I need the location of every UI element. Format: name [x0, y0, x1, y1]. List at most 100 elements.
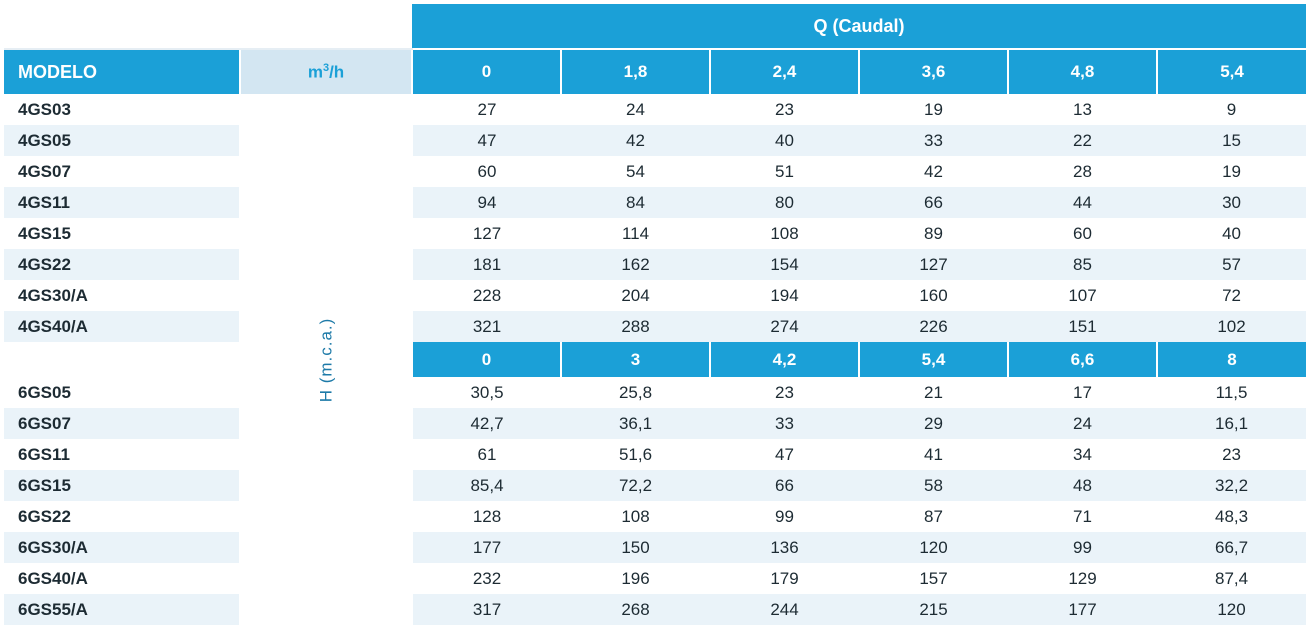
table-row: 6GS15 85,4 72,2 66 58 48 32,2 — [4, 470, 1306, 501]
data-cell: 19 — [859, 94, 1008, 125]
model-cell: 4GS15 — [4, 218, 240, 249]
data-cell: 215 — [859, 594, 1008, 625]
data-cell: 54 — [561, 156, 710, 187]
header-title: Q (Caudal) — [412, 4, 1306, 49]
model-cell: 6GS15 — [4, 470, 240, 501]
table-row: 4GS11 94 84 80 66 44 30 — [4, 187, 1306, 218]
table-row: 4GS40/A 321 288 274 226 151 102 — [4, 311, 1306, 342]
data-cell: 19 — [1157, 156, 1306, 187]
data-cell: 274 — [710, 311, 859, 342]
data-cell: 114 — [561, 218, 710, 249]
data-cell: 160 — [859, 280, 1008, 311]
data-cell: 127 — [412, 218, 561, 249]
data-cell: 42 — [561, 125, 710, 156]
data-cell: 48 — [1008, 470, 1157, 501]
model-cell: 4GS07 — [4, 156, 240, 187]
data-cell: 57 — [1157, 249, 1306, 280]
model-cell: 4GS11 — [4, 187, 240, 218]
model-cell: 6GS07 — [4, 408, 240, 439]
mid-flow-5: 8 — [1157, 342, 1306, 377]
data-cell: 162 — [561, 249, 710, 280]
data-cell: 30 — [1157, 187, 1306, 218]
data-cell: 29 — [859, 408, 1008, 439]
table-row: 4GS07 60 54 51 42 28 19 — [4, 156, 1306, 187]
data-cell: 13 — [1008, 94, 1157, 125]
data-cell: 99 — [1008, 532, 1157, 563]
data-cell: 127 — [859, 249, 1008, 280]
data-cell: 11,5 — [1157, 377, 1306, 408]
data-cell: 321 — [412, 311, 561, 342]
model-cell: 6GS40/A — [4, 563, 240, 594]
data-cell: 58 — [859, 470, 1008, 501]
table-row: 4GS03 H (m.c.a.) 27 24 23 19 13 9 — [4, 94, 1306, 125]
data-cell: 15 — [1157, 125, 1306, 156]
data-cell: 84 — [561, 187, 710, 218]
header-model-label: MODELO — [4, 49, 240, 94]
data-cell: 89 — [859, 218, 1008, 249]
data-cell: 196 — [561, 563, 710, 594]
data-cell: 42 — [859, 156, 1008, 187]
table-row: 4GS30/A 228 204 194 160 107 72 — [4, 280, 1306, 311]
data-cell: 16,1 — [1157, 408, 1306, 439]
data-cell: 71 — [1008, 501, 1157, 532]
table-row: 6GS07 42,7 36,1 33 29 24 16,1 — [4, 408, 1306, 439]
data-cell: 47 — [412, 125, 561, 156]
table-row: 4GS15 127 114 108 89 60 40 — [4, 218, 1306, 249]
table-row: 4GS22 181 162 154 127 85 57 — [4, 249, 1306, 280]
data-cell: 48,3 — [1157, 501, 1306, 532]
data-cell: 41 — [859, 439, 1008, 470]
data-cell: 228 — [412, 280, 561, 311]
data-cell: 136 — [710, 532, 859, 563]
data-cell: 179 — [710, 563, 859, 594]
data-cell: 21 — [859, 377, 1008, 408]
header-flow-5: 5,4 — [1157, 49, 1306, 94]
mid-header-row: 0 3 4,2 5,4 6,6 8 — [4, 342, 1306, 377]
table-row: 6GS11 61 51,6 47 41 34 23 — [4, 439, 1306, 470]
header-unit-label: m3/h — [240, 49, 412, 94]
data-cell: 107 — [1008, 280, 1157, 311]
data-cell: 40 — [710, 125, 859, 156]
table-row: 4GS05 47 42 40 33 22 15 — [4, 125, 1306, 156]
data-cell: 177 — [412, 532, 561, 563]
data-cell: 72,2 — [561, 470, 710, 501]
data-cell: 99 — [710, 501, 859, 532]
data-cell: 33 — [710, 408, 859, 439]
data-cell: 157 — [859, 563, 1008, 594]
data-cell: 194 — [710, 280, 859, 311]
data-cell: 66,7 — [1157, 532, 1306, 563]
mid-flow-4: 6,6 — [1008, 342, 1157, 377]
data-cell: 23 — [710, 377, 859, 408]
data-cell: 268 — [561, 594, 710, 625]
data-cell: 244 — [710, 594, 859, 625]
data-cell: 102 — [1157, 311, 1306, 342]
data-cell: 9 — [1157, 94, 1306, 125]
model-cell: 4GS03 — [4, 94, 240, 125]
data-cell: 36,1 — [561, 408, 710, 439]
header-flow-3: 3,6 — [859, 49, 1008, 94]
data-cell: 30,5 — [412, 377, 561, 408]
model-cell: 4GS05 — [4, 125, 240, 156]
table-row: 6GS22 128 108 99 87 71 48,3 — [4, 501, 1306, 532]
data-cell: 60 — [412, 156, 561, 187]
data-cell: 66 — [859, 187, 1008, 218]
data-cell: 177 — [1008, 594, 1157, 625]
table-row: 6GS55/A 317 268 244 215 177 120 — [4, 594, 1306, 625]
data-cell: 317 — [412, 594, 561, 625]
model-cell: 6GS30/A — [4, 532, 240, 563]
data-cell: 40 — [1157, 218, 1306, 249]
data-cell: 32,2 — [1157, 470, 1306, 501]
data-cell: 47 — [710, 439, 859, 470]
data-cell: 80 — [710, 187, 859, 218]
data-cell: 17 — [1008, 377, 1157, 408]
data-cell: 94 — [412, 187, 561, 218]
data-cell: 108 — [710, 218, 859, 249]
data-cell: 154 — [710, 249, 859, 280]
data-cell: 120 — [859, 532, 1008, 563]
model-cell: 6GS05 — [4, 377, 240, 408]
model-cell: 4GS40/A — [4, 311, 240, 342]
mid-flow-3: 5,4 — [859, 342, 1008, 377]
data-cell: 61 — [412, 439, 561, 470]
data-cell: 23 — [710, 94, 859, 125]
model-cell: 6GS55/A — [4, 594, 240, 625]
mid-blank-model — [4, 342, 240, 377]
